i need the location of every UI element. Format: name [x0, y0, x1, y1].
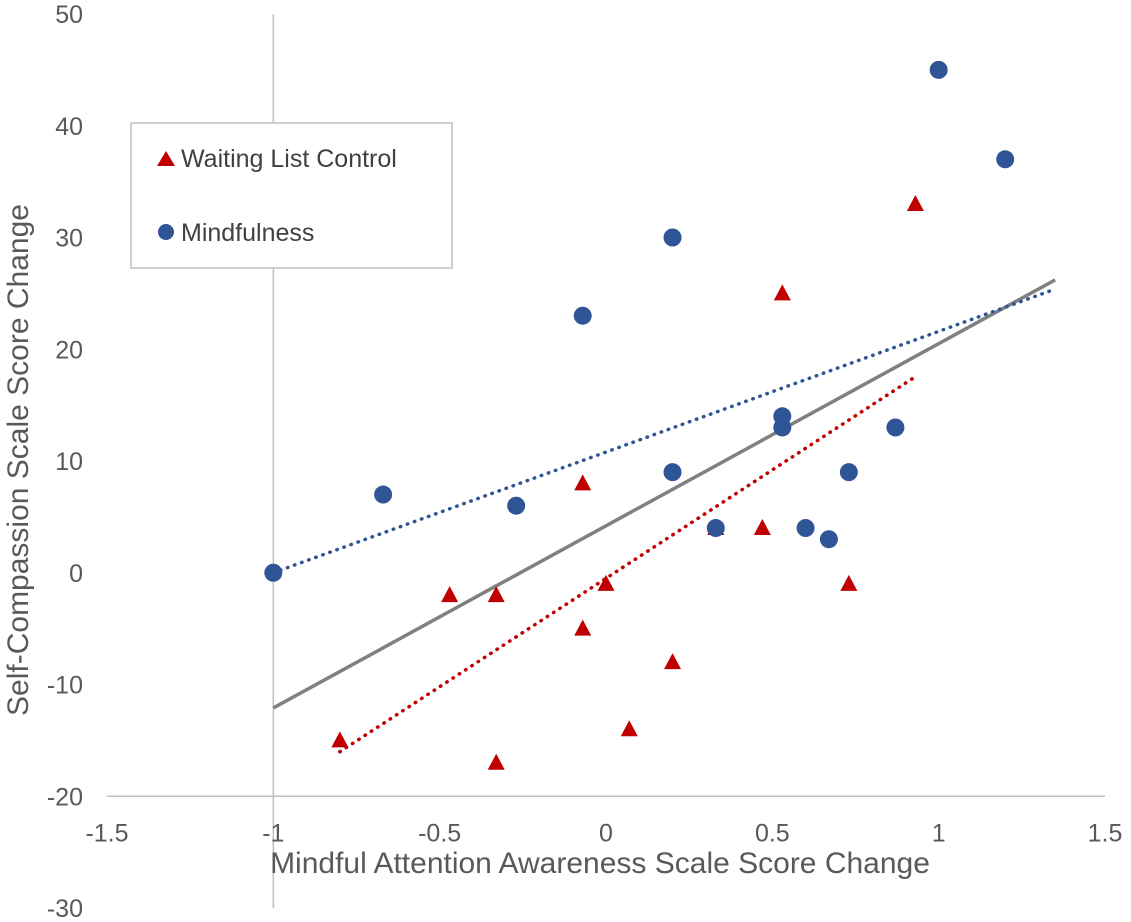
- x-tick-label: 1: [932, 819, 946, 847]
- x-tick-label: 1.5: [1088, 819, 1123, 847]
- mindfulness-point: [929, 60, 948, 79]
- waiting-list-trendline: [338, 374, 918, 754]
- legend-label-waiting-list-control: Waiting List Control: [181, 145, 397, 173]
- y-tick-labels: -30 -20 -10 0 10 20 30 40 50: [47, 1, 83, 922]
- waiting-list-point: [773, 284, 791, 301]
- y-tick-label: 10: [55, 448, 83, 476]
- waiting-list-point: [620, 720, 638, 737]
- waiting-list-point: [441, 586, 459, 603]
- y-tick-label: -20: [47, 783, 83, 811]
- x-tick-labels: -1.5 -1 -0.5 0 0.5 1 1.5: [85, 819, 1122, 847]
- mindfulness-point: [374, 485, 393, 504]
- x-axis-title: Mindful Attention Awareness Scale Score …: [270, 847, 930, 880]
- data-points: [264, 60, 1015, 770]
- waiting-list-point: [487, 586, 505, 603]
- x-tick-label: -1.5: [85, 819, 128, 847]
- waiting-list-point: [753, 519, 771, 536]
- waiting-list-point: [597, 574, 615, 591]
- legend-label-mindfulness: Mindfulness: [181, 219, 314, 247]
- mindfulness-point: [706, 519, 725, 538]
- mindfulness-point: [663, 228, 682, 247]
- mindfulness-trendline: [271, 287, 1057, 575]
- mindfulness-point: [839, 463, 858, 482]
- mindfulness-point: [996, 150, 1015, 169]
- waiting-list-point: [574, 474, 592, 491]
- trendlines: [271, 278, 1057, 754]
- mindfulness-point: [264, 563, 283, 582]
- x-tick-label: -0.5: [418, 819, 461, 847]
- mindfulness-point: [886, 418, 905, 437]
- x-tick-label: 0.5: [755, 819, 790, 847]
- mindfulness-point: [796, 519, 815, 538]
- mindfulness-point: [819, 530, 838, 549]
- x-tick-label: -1: [262, 819, 284, 847]
- legend-box: [130, 122, 453, 269]
- y-tick-label: 50: [55, 1, 83, 29]
- legend-triangle-marker: [157, 151, 175, 166]
- y-tick-label: 30: [55, 225, 83, 253]
- overall-trendline: [272, 278, 1056, 710]
- waiting-list-point: [487, 753, 505, 770]
- legend: Waiting List Control Mindfulness: [130, 122, 453, 269]
- mindfulness-point: [507, 496, 526, 515]
- mindfulness-point: [663, 463, 682, 482]
- mindfulness-point: [773, 418, 792, 437]
- x-tick-label: 0: [599, 819, 613, 847]
- legend-circle-marker: [158, 224, 174, 240]
- y-tick-label: 0: [69, 560, 83, 588]
- waiting-list-point: [331, 731, 349, 748]
- waiting-list-point: [574, 619, 592, 636]
- y-tick-label: -10: [47, 672, 83, 700]
- waiting-list-point: [906, 194, 924, 211]
- y-tick-label: -30: [47, 895, 83, 922]
- y-tick-label: 40: [55, 113, 83, 141]
- waiting-list-point: [840, 574, 858, 591]
- y-axis-title: Self-Compassion Scale Score Change: [2, 204, 35, 716]
- y-tick-label: 20: [55, 336, 83, 364]
- mindfulness-point: [573, 306, 592, 325]
- waiting-list-point: [664, 653, 682, 670]
